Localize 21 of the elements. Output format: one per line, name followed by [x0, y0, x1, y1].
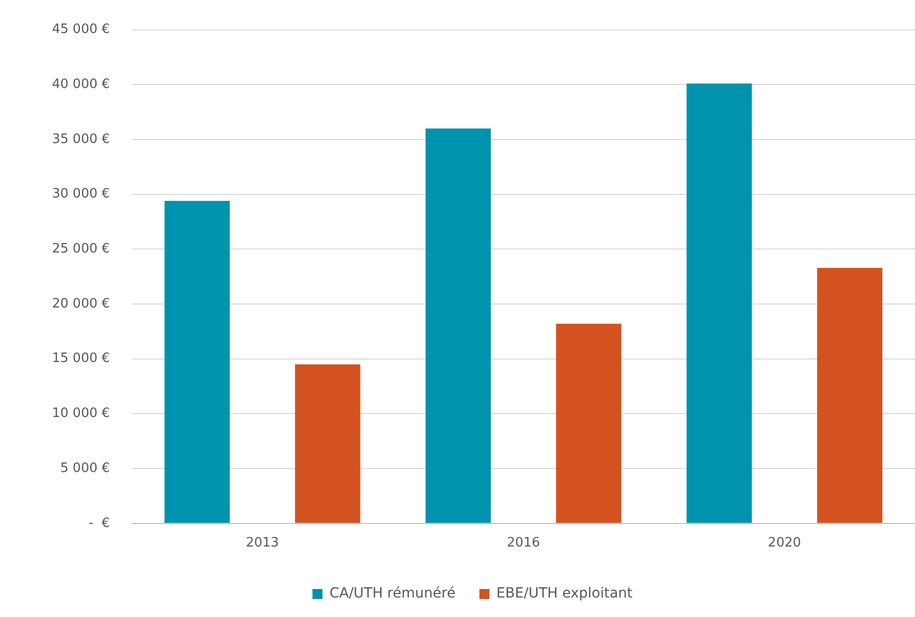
y-tick-label: 40 000 €: [52, 77, 110, 92]
bar: [164, 200, 230, 523]
bar: [817, 268, 882, 523]
y-tick-label: 30 000 €: [52, 186, 110, 202]
bar: [295, 364, 360, 523]
x-tick-label: 2020: [768, 536, 802, 551]
legend-label: EBE/UTH exploitant: [496, 586, 634, 602]
bar: [556, 324, 622, 523]
y-tick-label: 5 000 €: [60, 460, 110, 476]
x-tick-label: 2016: [506, 536, 540, 551]
y-tick-label: 25 000 €: [52, 242, 110, 257]
y-tick-label: 45 000 €: [52, 22, 110, 38]
bar: [686, 84, 752, 523]
y-tick-label: 20 000 €: [52, 296, 110, 312]
y-tick-label: - €: [88, 516, 110, 531]
y-tick-label: 15 000 €: [52, 351, 110, 366]
legend-label: CA/UTH rémunéré: [329, 586, 456, 602]
y-tick-label: 10 000 €: [52, 406, 110, 422]
y-tick-label: 35 000 €: [52, 132, 110, 147]
x-tick-label: 2013: [246, 536, 279, 551]
bar: [426, 128, 491, 523]
